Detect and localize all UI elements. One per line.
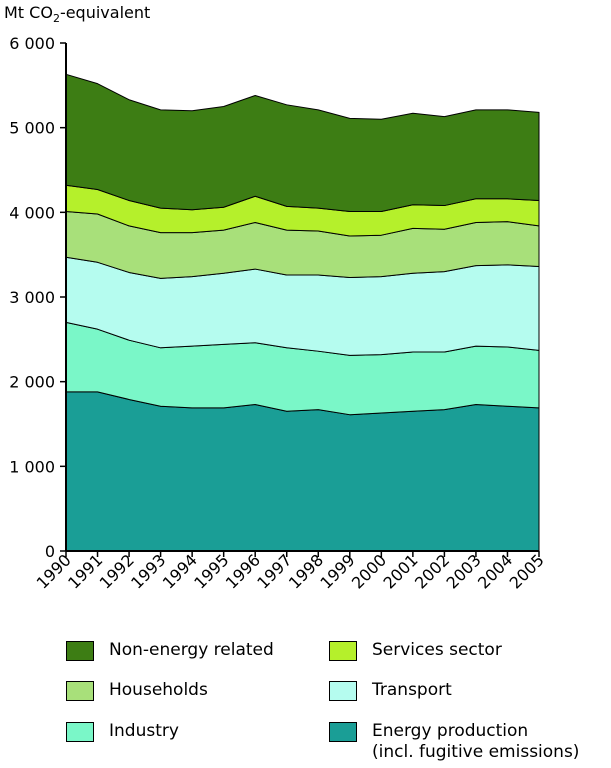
legend-swatch xyxy=(329,641,357,661)
y-tick-label: 0 xyxy=(45,542,55,561)
area-energy-production xyxy=(65,391,540,552)
legend-item-non-energy-related: Non-energy related xyxy=(66,640,274,661)
legend-swatch xyxy=(66,641,94,661)
legend-item-transport: Transport xyxy=(329,680,452,701)
x-tick-label: 1998 xyxy=(285,550,327,592)
x-tick-label: 1991 xyxy=(64,550,106,592)
legend-swatch xyxy=(66,722,94,742)
x-tick-label: 1999 xyxy=(316,550,358,592)
x-tick-label: 1990 xyxy=(33,550,75,592)
y-tick-label: 2 000 xyxy=(9,373,55,392)
area-layers xyxy=(65,73,540,552)
x-tick-label: 1996 xyxy=(222,550,264,592)
legend-label: Industry xyxy=(109,721,179,741)
legend-item-energy-production: Energy production (incl. fugitive emissio… xyxy=(329,721,579,763)
x-tick-label: 1997 xyxy=(253,550,295,592)
x-tick-label: 2003 xyxy=(443,550,485,592)
y-tick-label: 3 000 xyxy=(9,288,55,307)
x-tick-label: 1992 xyxy=(96,550,138,592)
x-tick-label: 1993 xyxy=(127,550,169,592)
x-tick-label: 1994 xyxy=(159,550,201,592)
y-tick-label: 4 000 xyxy=(9,203,55,222)
x-tick-label: 2005 xyxy=(506,550,548,592)
x-tick-label: 2004 xyxy=(474,550,516,592)
y-tick-label: 5 000 xyxy=(9,119,55,138)
y-tick-label: 1 000 xyxy=(9,457,55,476)
legend-item-households: Households xyxy=(66,680,208,701)
legend-label: Non-energy related xyxy=(109,640,274,660)
legend-label: Services sector xyxy=(372,640,502,660)
y-tick-label: 6 000 xyxy=(9,34,55,53)
x-tick-label: 2001 xyxy=(379,550,421,592)
legend-swatch xyxy=(329,722,357,742)
legend-label: Transport xyxy=(372,680,452,700)
legend-item-industry: Industry xyxy=(66,721,179,742)
legend-swatch xyxy=(329,681,357,701)
legend: Non-energy related Services sector Househo… xyxy=(0,632,611,768)
y-axis-title: Mt CO2-equivalent xyxy=(4,3,151,26)
legend-label: Households xyxy=(109,680,208,700)
legend-item-services-sector: Services sector xyxy=(329,640,502,661)
area-non-energy-related xyxy=(65,73,540,212)
x-tick-label: 2002 xyxy=(411,550,453,592)
x-tick-label: 2000 xyxy=(348,550,390,592)
legend-swatch xyxy=(66,681,94,701)
x-tick-label: 1995 xyxy=(190,550,232,592)
legend-label: Energy production (incl. fugitive emissio… xyxy=(372,721,580,762)
